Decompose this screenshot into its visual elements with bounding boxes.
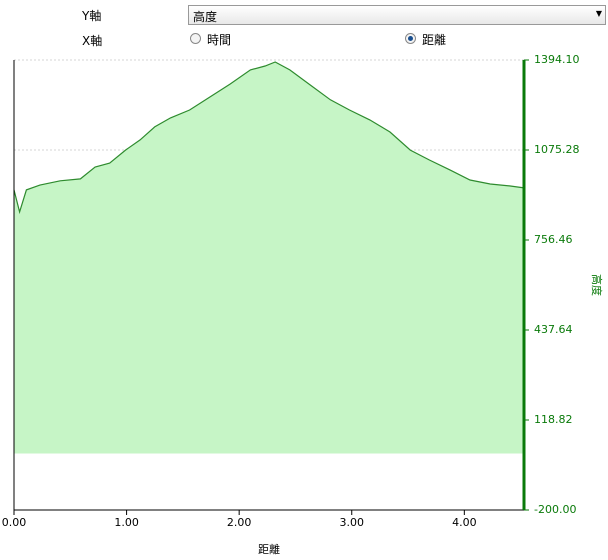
x-axis-label: X軸 (82, 34, 103, 48)
x-tick-label: 2.00 (227, 516, 252, 529)
radio-label[interactable]: 時間 (207, 33, 232, 47)
dropdown-arrow: ▼ (595, 9, 602, 18)
x-axis-title: 距離 (258, 542, 280, 556)
line (13, 61, 525, 215)
x-tick-label: 3.00 (339, 516, 364, 529)
y-tick-label: 756.46 (534, 233, 573, 246)
y-tick-label: -200.00 (534, 503, 576, 516)
x-tick-label: 4.00 (452, 516, 477, 529)
selected-option: 高度 (193, 10, 218, 24)
x-tick-label: 0.00 (2, 516, 27, 529)
radio-time[interactable] (190, 33, 201, 44)
y-tick-label: 1394.10 (534, 53, 580, 66)
y-tick-label: 118.82 (534, 413, 573, 426)
y-axis-select[interactable]: 高度 ▼ (188, 5, 606, 25)
y-tick-label: 437.64 (534, 323, 573, 336)
radio-label[interactable]: 距離 (422, 33, 447, 47)
x-tick-label: 1.00 (114, 516, 139, 529)
y-tick-label: 1075.28 (534, 143, 580, 156)
y-axis-title: 高度 (590, 274, 604, 296)
y-axis-label: Y軸 (82, 9, 102, 23)
area (14, 62, 524, 454)
radio-distance[interactable] (405, 33, 416, 44)
